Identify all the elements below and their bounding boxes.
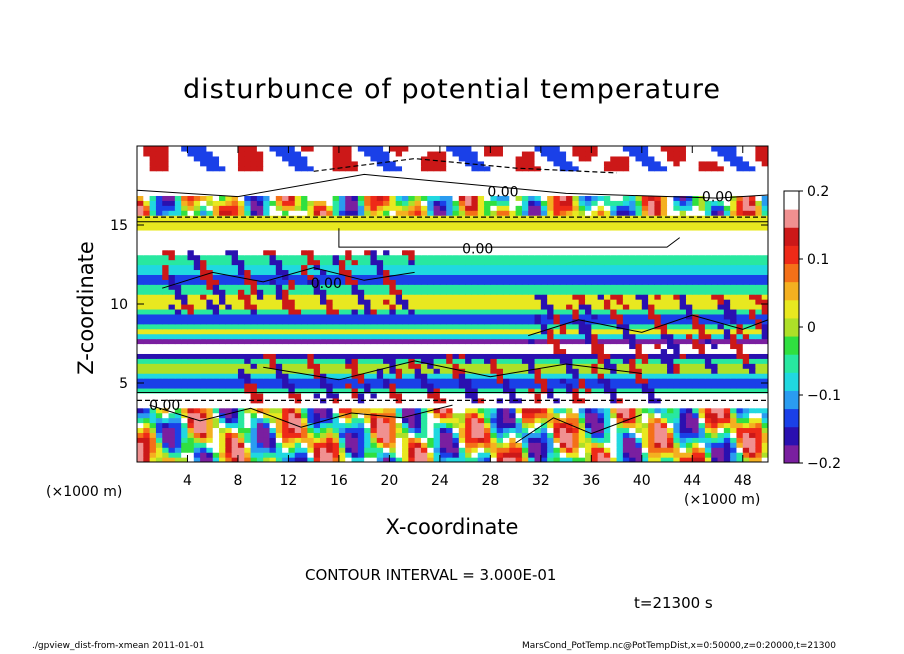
contour-label: 0.00 <box>462 241 493 257</box>
colorbar-tick-label: −0.2 <box>807 456 841 472</box>
colorbar-tick-label: 0.2 <box>807 184 829 200</box>
colorbar: 0.2 0.1 0 −0.1 −0.2 <box>783 184 841 472</box>
y-tick-label: 10 <box>110 297 128 313</box>
contour-line <box>149 404 453 428</box>
colorbar-tick-label: 0.1 <box>807 252 829 268</box>
colorbar-swatch <box>784 444 799 464</box>
colorbar-swatch <box>784 354 799 373</box>
x-tick-label: 44 <box>683 473 701 489</box>
potential-temperature-field <box>137 146 768 462</box>
x-axis-unit-right: (×1000 m) <box>684 492 761 508</box>
x-tick-label: 36 <box>582 473 600 489</box>
x-axis-label: X-coordinate <box>385 515 519 539</box>
contour-line <box>528 314 768 337</box>
chart-title: disturbunce of potential temperature <box>183 74 721 105</box>
colorbar-swatch <box>784 372 799 391</box>
colorbar-swatch <box>784 336 799 355</box>
x-tick-label: 4 <box>183 473 192 489</box>
contour-line <box>137 173 768 199</box>
colorbar-swatch <box>784 281 799 301</box>
contour-line <box>263 360 642 381</box>
x-tick-label: 12 <box>280 473 298 489</box>
colorbar-tick-label: 0 <box>807 320 816 336</box>
y-axis-ticks: 5 10 15 <box>110 218 768 392</box>
colorbar-swatch <box>784 227 799 246</box>
contour-label-group: 0.00 0.00 0.00 0.00 0.00 <box>149 185 733 414</box>
colorbar-swatch <box>784 408 799 428</box>
x-tick-label: 32 <box>532 473 550 489</box>
contour-label: 0.00 <box>311 276 342 292</box>
contour-label: 0.00 <box>149 398 180 414</box>
x-tick-label: 24 <box>431 473 449 489</box>
colorbar-swatch <box>784 426 799 446</box>
contour-line <box>162 267 415 289</box>
x-tick-label: 40 <box>633 473 651 489</box>
contour-interval-note: CONTOUR INTERVAL = 3.000E-01 <box>305 566 557 584</box>
contour-line <box>515 414 642 444</box>
colorbar-swatch <box>784 191 799 210</box>
x-axis-unit-left: (×1000 m) <box>46 484 123 500</box>
x-tick-label: 16 <box>330 473 348 489</box>
colorbar-swatch <box>784 390 799 410</box>
footer-data-source: MarsCond_PotTemp.nc@PotTempDist,x=0:5000… <box>522 641 836 651</box>
x-axis-ticks: 4 8 12 16 20 24 28 32 36 40 44 48 <box>183 146 752 489</box>
colorbar-swatch <box>784 263 799 283</box>
contour-dashed <box>313 157 617 174</box>
contour-line <box>338 228 680 248</box>
x-tick-label: 28 <box>481 473 499 489</box>
contour-label: 0.00 <box>702 189 733 205</box>
colorbar-tick-label: −0.1 <box>807 388 841 404</box>
footer-script-info: ./gpview_dist-from-xmean 2011-01-01 <box>32 641 205 651</box>
colorbar-swatch <box>784 209 799 228</box>
contour-label: 0.00 <box>487 185 518 201</box>
colorbar-swatch <box>784 317 799 337</box>
y-tick-label: 15 <box>110 218 128 234</box>
time-label: t=21300 s <box>634 594 713 612</box>
colorbar-swatch <box>784 245 799 265</box>
x-tick-label: 8 <box>233 473 242 489</box>
x-tick-label: 48 <box>734 473 752 489</box>
x-tick-label: 20 <box>380 473 398 489</box>
colorbar-swatch <box>784 299 799 319</box>
contour-lines <box>137 157 768 444</box>
y-tick-label: 5 <box>119 376 128 392</box>
